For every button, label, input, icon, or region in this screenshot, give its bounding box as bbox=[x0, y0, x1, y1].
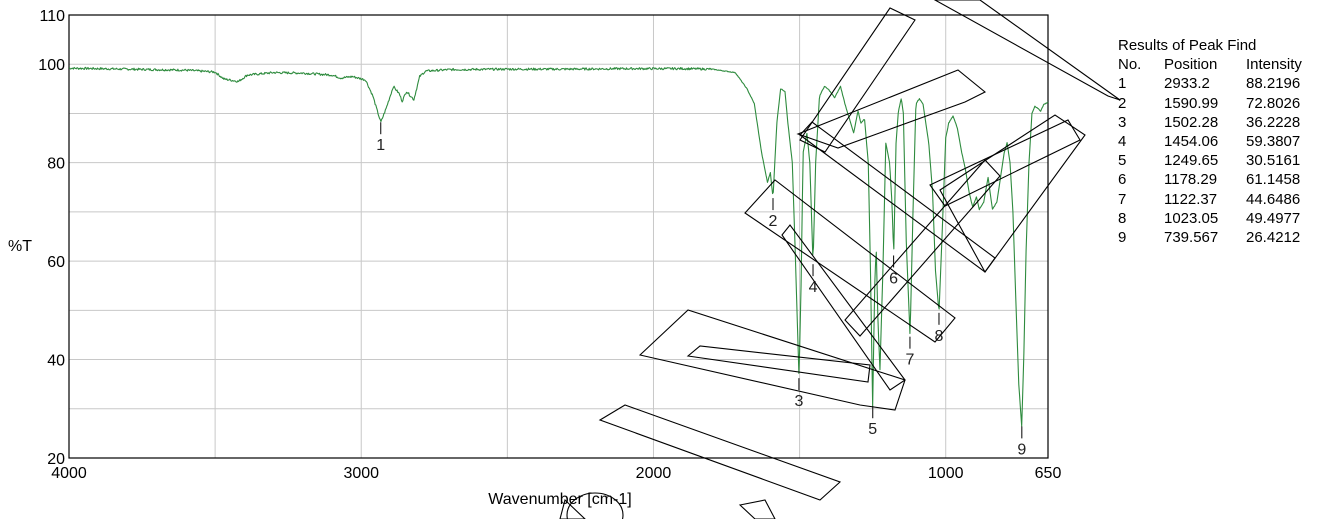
y-tick-label: 40 bbox=[47, 353, 65, 370]
x-tick-label: 4000 bbox=[51, 465, 87, 482]
x-axis-label: Wavenumber [cm-1] bbox=[488, 491, 631, 508]
peak-results-table: No. Position Intensity 1 2933.2 88.2196 2 15… bbox=[1118, 55, 1302, 247]
peak-no-cell: 1 bbox=[1118, 75, 1127, 93]
peak-no-cell: 7 bbox=[1118, 190, 1127, 208]
table-row: 4 1454.06 59.3807 bbox=[1118, 132, 1302, 151]
peak-intensity-cell: 61.1458 bbox=[1246, 171, 1301, 189]
peak-markers: 1 2 3 4 5 6 7 8 9 bbox=[376, 122, 1026, 458]
peak-intensity-cell: 26.4212 bbox=[1246, 229, 1301, 247]
x-tick-label: 1000 bbox=[928, 465, 964, 482]
peak-label: 5 bbox=[868, 421, 877, 438]
peak-table-header-row: No. Position Intensity bbox=[1118, 55, 1302, 74]
peak-col-position: Position bbox=[1164, 56, 1218, 74]
plot-frame bbox=[68, 14, 1049, 459]
peak-no-cell: 5 bbox=[1118, 152, 1127, 170]
peak-intensity-cell: 36.2228 bbox=[1246, 113, 1301, 131]
peak-label: 2 bbox=[769, 213, 778, 230]
peak-col-intensity: Intensity bbox=[1246, 56, 1302, 74]
peak-label: 1 bbox=[376, 137, 385, 154]
peak-intensity-cell: 59.3807 bbox=[1246, 133, 1301, 151]
x-tick-label: 2000 bbox=[636, 465, 672, 482]
y-tick-label: 60 bbox=[47, 254, 65, 271]
peak-position-cell: 1590.99 bbox=[1164, 94, 1219, 112]
table-row: 7 1122.37 44.6486 bbox=[1118, 190, 1302, 209]
table-row: 8 1023.05 49.4977 bbox=[1118, 209, 1302, 228]
peak-intensity-cell: 88.2196 bbox=[1246, 75, 1301, 93]
y-axis-ticks: 20 40 60 80 100 110 bbox=[38, 8, 65, 468]
peak-position-cell: 2933.2 bbox=[1164, 75, 1210, 93]
peak-results-panel: Results of Peak Find No. Position Intens… bbox=[1118, 36, 1302, 247]
peak-intensity-cell: 44.6486 bbox=[1246, 190, 1301, 208]
x-tick-label: 3000 bbox=[343, 465, 379, 482]
peak-no-cell: 4 bbox=[1118, 133, 1127, 151]
table-row: 6 1178.29 61.1458 bbox=[1118, 170, 1302, 189]
peak-no-cell: 2 bbox=[1118, 94, 1127, 112]
peak-no-cell: 9 bbox=[1118, 229, 1127, 247]
chart-grid bbox=[69, 15, 1048, 458]
peak-label: 8 bbox=[935, 328, 944, 345]
y-tick-label: 110 bbox=[39, 8, 65, 25]
peak-position-cell: 1122.37 bbox=[1164, 190, 1218, 208]
y-tick-label: 20 bbox=[47, 451, 65, 468]
peak-label: 7 bbox=[906, 352, 915, 369]
peak-col-no: No. bbox=[1118, 56, 1142, 74]
peak-intensity-cell: 72.8026 bbox=[1246, 94, 1301, 112]
peak-no-cell: 3 bbox=[1118, 113, 1127, 131]
watermark bbox=[559, 0, 1121, 519]
spectrum-line bbox=[68, 66, 1049, 427]
peak-label: 4 bbox=[809, 279, 818, 296]
peak-position-cell: 1023.05 bbox=[1164, 209, 1219, 227]
x-axis-ticks: 4000 3000 2000 1000 650 bbox=[51, 465, 1061, 482]
peak-label: 9 bbox=[1017, 441, 1026, 458]
peak-no-cell: 6 bbox=[1118, 171, 1127, 189]
table-row: 2 1590.99 72.8026 bbox=[1118, 94, 1302, 113]
peak-position-cell: 739.567 bbox=[1164, 229, 1219, 247]
peak-position-cell: 1249.65 bbox=[1164, 152, 1219, 170]
table-row: 9 739.567 26.4212 bbox=[1118, 228, 1302, 247]
table-row: 1 2933.2 88.2196 bbox=[1118, 74, 1302, 93]
peak-intensity-cell: 30.5161 bbox=[1246, 152, 1301, 170]
x-tick-label: 650 bbox=[1035, 465, 1062, 482]
peak-position-cell: 1454.06 bbox=[1164, 133, 1219, 151]
peak-table-body: 1 2933.2 88.2196 2 1590.99 72.8026 3 1502.28 36.… bbox=[1118, 74, 1302, 247]
y-tick-label: 80 bbox=[47, 156, 65, 173]
peak-no-cell: 8 bbox=[1118, 209, 1127, 227]
table-row: 3 1502.28 36.2228 bbox=[1118, 113, 1302, 132]
peak-results-title: Results of Peak Find bbox=[1118, 37, 1257, 54]
y-axis-label: %T bbox=[8, 238, 32, 255]
peak-position-cell: 1178.29 bbox=[1164, 171, 1218, 189]
table-row: 5 1249.65 30.5161 bbox=[1118, 151, 1302, 170]
peak-label: 6 bbox=[889, 270, 898, 287]
peak-position-cell: 1502.28 bbox=[1164, 113, 1219, 131]
y-tick-label: 100 bbox=[38, 57, 65, 74]
peak-intensity-cell: 49.4977 bbox=[1246, 209, 1301, 227]
peak-label: 3 bbox=[794, 393, 803, 410]
